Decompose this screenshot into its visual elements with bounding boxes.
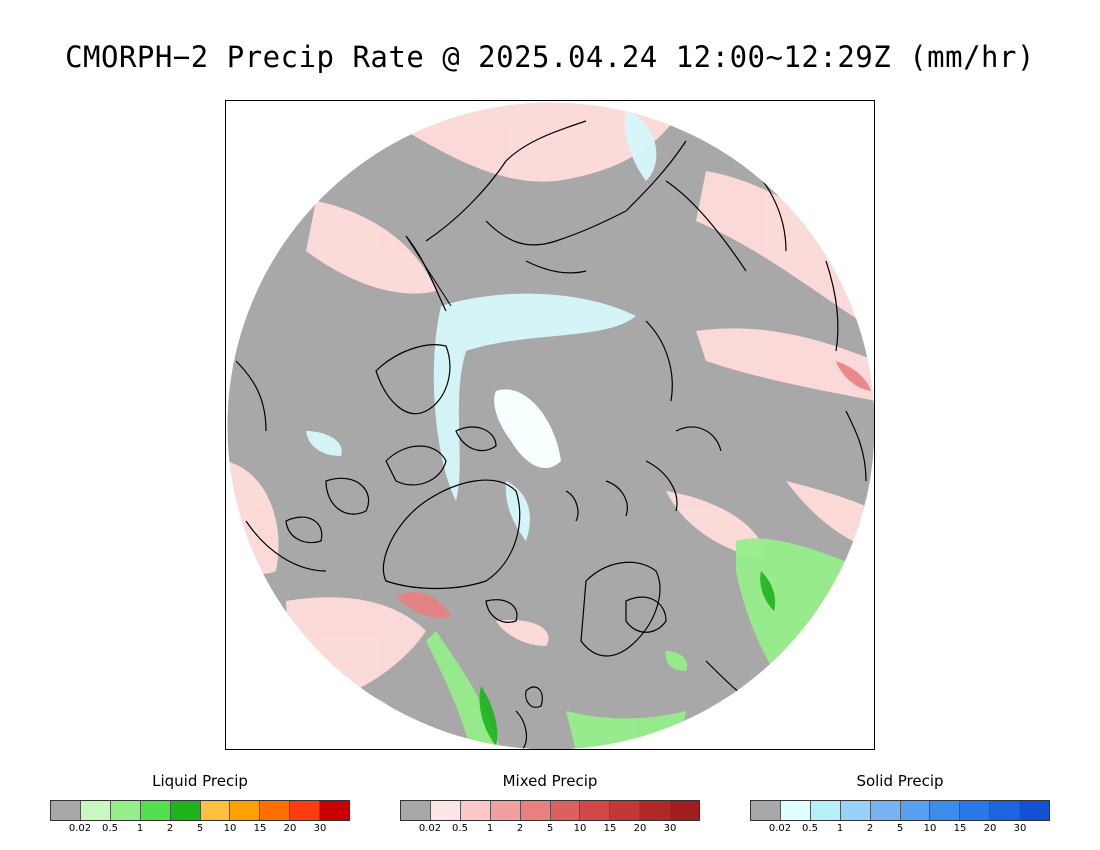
legend-swatch <box>140 801 171 820</box>
legend-swatch <box>930 801 961 820</box>
legend-tick-label: 0.02 <box>68 823 92 834</box>
legend-tick-label: 5 <box>546 823 554 834</box>
legend-title-solid: Solid Precip <box>856 772 944 790</box>
legend-tick-label: 0.02 <box>768 823 792 834</box>
legend-title-liquid: Liquid Precip <box>152 772 248 790</box>
legend-ticks-liquid: 0.02 0.5 1 2 5 10 15 20 30 <box>50 821 350 835</box>
legend-tick-label: 20 <box>633 823 647 834</box>
legend-liquid: Liquid Precip 0.02 0.5 1 2 5 10 15 20 30 <box>50 772 350 835</box>
legend-swatch <box>610 801 641 820</box>
solid-precip-white-core <box>494 389 561 469</box>
map-title: CMORPH−2 Precip Rate @ 2025.04.24 12:00~… <box>65 40 1035 74</box>
map-disk-outline <box>226 101 874 749</box>
legend-ticks-mixed: 0.02 0.5 1 2 5 10 15 20 30 <box>400 821 700 835</box>
legend-swatch <box>1020 801 1050 820</box>
solid-precip-areas <box>306 111 657 541</box>
legend-swatch <box>870 801 901 820</box>
legend-tick-label: 20 <box>283 823 297 834</box>
legend-swatch <box>200 801 231 820</box>
legend-swatch <box>51 801 81 820</box>
legend-mixed: Mixed Precip 0.02 0.5 1 2 5 10 15 20 30 <box>400 772 700 835</box>
legend-swatch <box>430 801 461 820</box>
legend-tick-label: 30 <box>663 823 677 834</box>
legend-swatch <box>640 801 671 820</box>
legend-tick-label: 1 <box>486 823 494 834</box>
polar-precip-map <box>225 100 875 750</box>
legend-swatch <box>990 801 1021 820</box>
legend-tick-label: 2 <box>516 823 524 834</box>
legend-swatch <box>751 801 781 820</box>
legend-swatch <box>290 801 321 820</box>
legend-tick-label: 5 <box>896 823 904 834</box>
legend-swatch <box>110 801 141 820</box>
map-canvas <box>226 101 874 749</box>
legend-swatch <box>550 801 581 820</box>
us-canada-border-line <box>405 235 452 307</box>
legend-tick-label: 10 <box>223 823 237 834</box>
legend-swatch <box>960 801 991 820</box>
legend-tick-label: 1 <box>136 823 144 834</box>
legend-swatch <box>320 801 350 820</box>
legend-swatch <box>460 801 491 820</box>
legend-swatch <box>170 801 201 820</box>
legend-title-mixed: Mixed Precip <box>502 772 598 790</box>
legend-tick-label: 0.5 <box>102 823 118 834</box>
legend-swatch <box>520 801 551 820</box>
mixed-precip-heavy <box>396 361 871 618</box>
liquid-precip-heavy <box>479 571 776 746</box>
legend-tick-label: 1 <box>836 823 844 834</box>
legend-swatch <box>670 801 700 820</box>
legend-swatch <box>580 801 611 820</box>
legend-tick-label: 10 <box>923 823 937 834</box>
legend-tick-label: 15 <box>603 823 617 834</box>
legend-swatch <box>260 801 291 820</box>
legend-tick-label: 10 <box>573 823 587 834</box>
legend-tick-label: 15 <box>253 823 267 834</box>
legend-solid: Solid Precip 0.02 0.5 1 2 5 10 15 20 30 <box>750 772 1050 835</box>
legend-swatch <box>490 801 521 820</box>
legend-tick-label: 30 <box>313 823 327 834</box>
legend-swatch <box>80 801 111 820</box>
legend-tick-label: 0.5 <box>802 823 818 834</box>
legend-tick-label: 30 <box>1013 823 1027 834</box>
legend-swatch <box>401 801 431 820</box>
legend-tick-label: 0.5 <box>452 823 468 834</box>
legend-colorbar-liquid <box>50 800 350 821</box>
legend-tick-label: 20 <box>983 823 997 834</box>
legend-ticks-solid: 0.02 0.5 1 2 5 10 15 20 30 <box>750 821 1050 835</box>
legend-tick-label: 15 <box>953 823 967 834</box>
legend-swatch <box>840 801 871 820</box>
legend-swatch <box>900 801 931 820</box>
mixed-precip-areas <box>227 102 874 701</box>
legend-swatch <box>780 801 811 820</box>
legend-tick-label: 5 <box>196 823 204 834</box>
legend-colorbar-mixed <box>400 800 700 821</box>
legend-tick-label: 2 <box>866 823 874 834</box>
legend-colorbar-solid <box>750 800 1050 821</box>
legend-swatch <box>230 801 261 820</box>
legend-tick-label: 0.02 <box>418 823 442 834</box>
legend-tick-label: 2 <box>166 823 174 834</box>
legend-swatch <box>810 801 841 820</box>
